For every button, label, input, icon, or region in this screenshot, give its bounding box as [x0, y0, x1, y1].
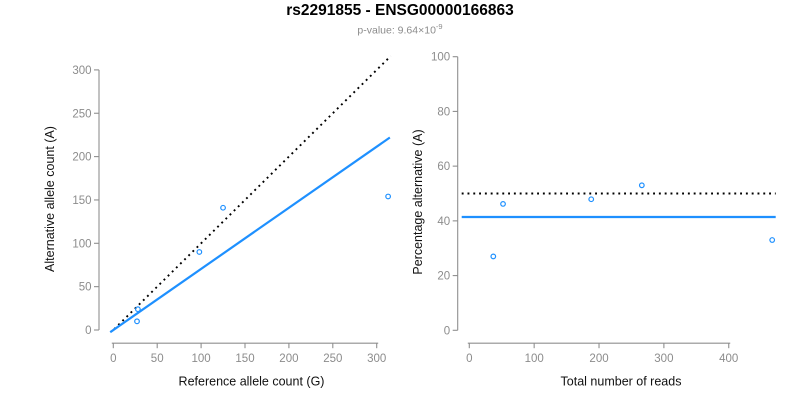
y-tick-label: 40: [437, 216, 450, 228]
y-tick-label: 50: [79, 282, 92, 294]
data-point: [638, 182, 645, 189]
y-tick-label: 200: [72, 152, 91, 164]
x-tick-label: 300: [367, 353, 386, 365]
regression-line: [109, 136, 391, 334]
y-tick-label: 60: [437, 161, 450, 173]
x-axis-title: Total number of reads: [561, 375, 682, 389]
x-tick-label: 200: [589, 353, 608, 365]
plot-panel-right: 0 20 40 60 80 100 0 100 200 300 400 Total number of…: [411, 52, 776, 389]
x-tick-label: 400: [719, 353, 738, 365]
data-point: [588, 196, 595, 203]
y-axis-title: Alternative allele count (A): [43, 126, 57, 272]
y-tick-label: 100: [431, 52, 450, 64]
x-tick-label: 50: [151, 353, 164, 365]
data-point: [500, 200, 506, 207]
x-axis-title: Reference allele count (G): [179, 375, 325, 389]
y-tick-label: 0: [444, 325, 450, 337]
x-tick-label: 100: [525, 353, 544, 365]
x-tick-label: 100: [192, 353, 211, 365]
x-tick-label: 250: [323, 353, 342, 365]
x-tick-label: 200: [279, 353, 298, 365]
data-point: [134, 318, 140, 325]
y-tick-label: 0: [85, 325, 91, 337]
data-point: [196, 249, 203, 255]
y-tick-label: 150: [72, 195, 91, 207]
data-point: [220, 204, 226, 211]
data-point: [134, 306, 141, 313]
data-point: [769, 237, 776, 243]
data-point: [490, 253, 497, 260]
y-tick-label: 80: [437, 106, 450, 118]
y-tick-label: 100: [72, 238, 91, 250]
y-tick-label: 300: [72, 65, 91, 77]
x-tick-label: 0: [466, 353, 472, 365]
data-point: [385, 193, 392, 200]
y-axis-title: Percentage alternative (A): [411, 129, 425, 274]
plot-panel-left: 0 50 100 150 200 250 300 0 50 100 150 200 250 300 Refe…: [43, 55, 392, 389]
identity-line: [113, 55, 392, 330]
y-tick-label: 20: [437, 271, 450, 283]
y-tick-label: 250: [72, 108, 91, 120]
x-tick-label: 0: [110, 353, 116, 365]
x-tick-label: 300: [654, 353, 673, 365]
x-tick-label: 150: [235, 353, 254, 365]
